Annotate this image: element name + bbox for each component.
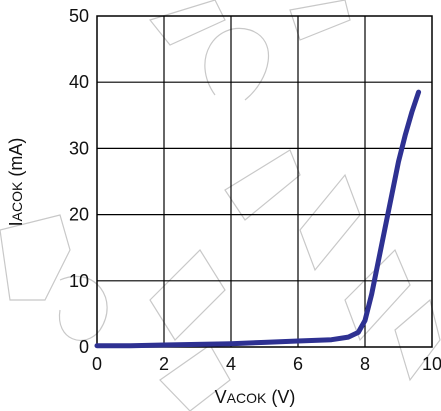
gridlines [97,16,432,347]
watermark-shape [289,0,351,41]
series-group [94,89,422,349]
y-tick-label: 40 [69,72,89,92]
y-tick-label: 30 [69,138,89,158]
y-axis-label-unit: (mA) [6,138,26,182]
x-tick-label: 6 [293,354,303,374]
watermark-shape [149,249,226,341]
watermark-shape [0,214,71,301]
x-axis-label-unit: (V) [266,387,295,407]
x-tick-label: 0 [92,354,102,374]
x-axis-label-sub: ACOK [227,390,267,406]
series-line [94,89,422,349]
y-tick-labels: 0 10 20 30 40 50 [69,6,89,357]
x-axis-label: VACOK (V) [215,387,296,407]
watermark-shape [58,275,108,341]
watermark-shape [148,0,226,46]
watermark-shape [204,27,270,101]
x-tick-labels: 0 2 4 6 8 10 [92,354,441,374]
y-axis-label-sub: ACOK [9,181,25,221]
y-tick-label: 20 [69,205,89,225]
watermark-shape [394,298,441,382]
y-tick-label: 0 [79,337,89,357]
plot-frame [96,15,433,348]
x-tick-label: 2 [159,354,169,374]
x-tick-label: 8 [360,354,370,374]
watermark-shape [159,344,231,411]
watermark-shape [299,173,361,272]
y-tick-label: 50 [69,6,89,26]
x-tick-label: 10 [422,354,441,374]
x-axis-label-main: V [215,387,227,407]
watermark-shape [224,149,301,221]
y-tick-label: 10 [69,271,89,291]
y-axis-label: IACOK (mA) [6,138,26,227]
y-axis-label-main: I [6,221,26,226]
x-tick-label: 4 [226,354,236,374]
